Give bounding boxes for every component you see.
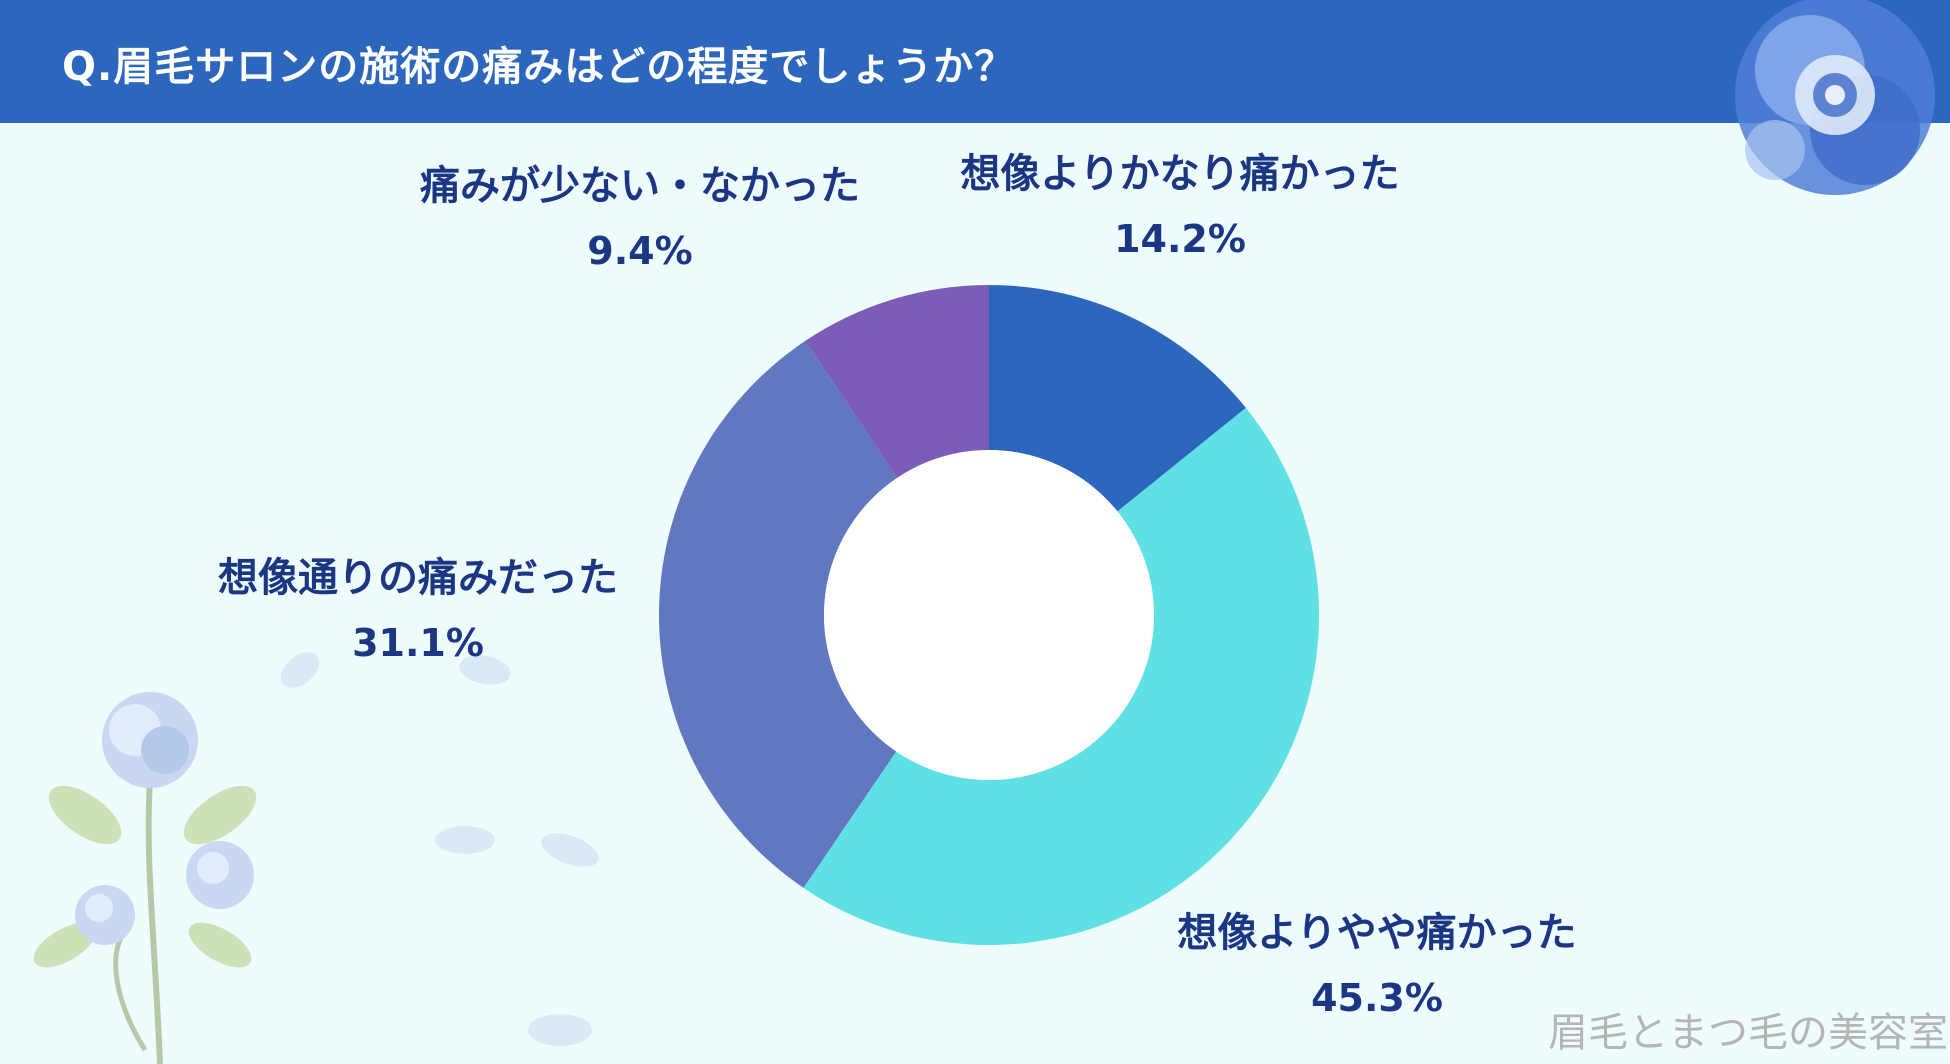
slice-label-text: 想像通りの痛みだった (218, 555, 618, 601)
slice-value-text: 45.3% (1311, 976, 1443, 1020)
header-bar: Q.眉毛サロンの施術の痛みはどの程度でしょうか？ (0, 0, 1950, 123)
slice-slightly-painful (803, 407, 1319, 945)
slice-label-very-painful: 想像よりかなり痛かった 14.2% (960, 148, 1399, 264)
slice-value-text: 31.1% (352, 621, 484, 665)
slice-as-expected (659, 340, 898, 888)
slice-label-text: 想像よりやや痛かった (1177, 910, 1577, 956)
slice-little-pain (805, 285, 989, 478)
watermark: 眉毛とまつ毛の美容室 (1548, 1010, 1948, 1056)
slice-label-little-pain: 痛みが少ない・なかった 9.4% (420, 160, 860, 276)
donut-hole (824, 450, 1154, 780)
slice-label-slightly-painful: 想像よりやや痛かった 45.3% (1177, 907, 1576, 1023)
rose-branch-icon (33, 692, 257, 1064)
petal-icon (280, 652, 599, 1046)
slice-very-painful (989, 285, 1246, 512)
slice-label-as-expected: 想像通りの痛みだった 31.1% (218, 552, 618, 668)
slice-value-text: 14.2% (1114, 217, 1246, 261)
slice-value-text: 9.4% (587, 229, 693, 273)
slice-label-text: 痛みが少ない・なかった (420, 163, 860, 209)
blue-rose-icon (1735, 0, 1935, 195)
slice-label-text: 想像よりかなり痛かった (960, 151, 1400, 197)
page-title: Q.眉毛サロンの施術の痛みはどの程度でしょうか？ (62, 44, 1016, 90)
